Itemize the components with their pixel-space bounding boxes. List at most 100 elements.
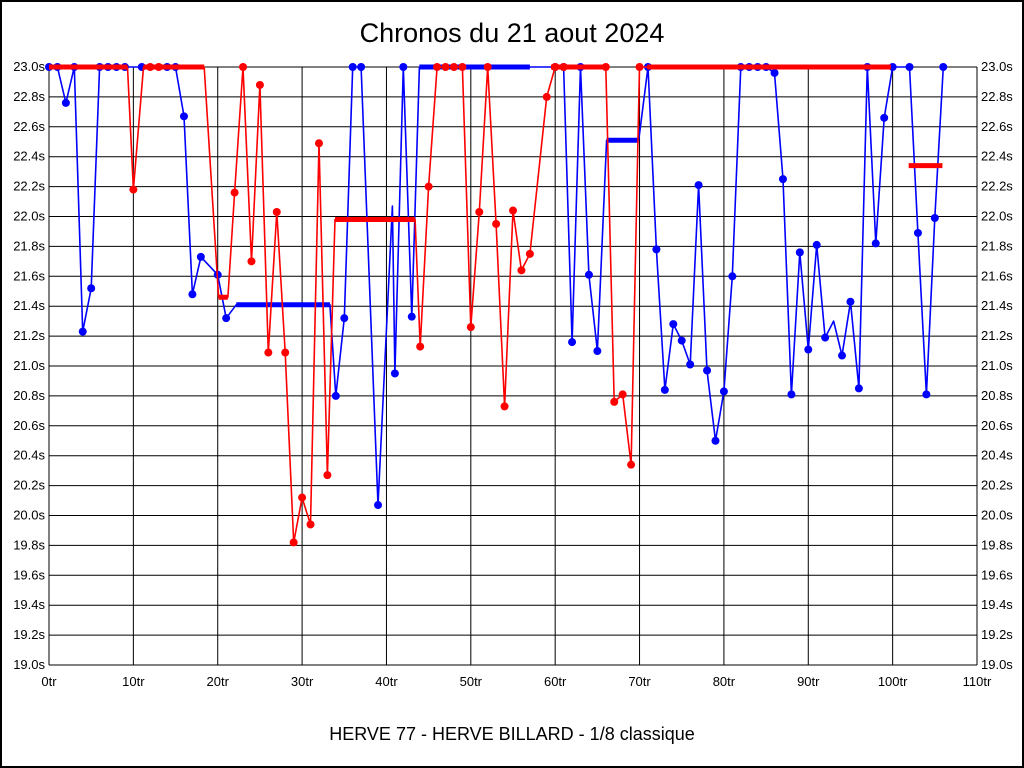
y-tick-label-right: 19.0s (981, 657, 1013, 672)
serie-bleue-data-point (61, 98, 70, 107)
x-tick-label: 80tr (713, 674, 736, 689)
serie-rouge-data-point (306, 520, 315, 529)
serie-bleue-data-point (787, 390, 796, 399)
y-tick-label-left: 23.0s (13, 59, 45, 74)
y-tick-label-left: 19.8s (13, 537, 45, 552)
serie-rouge-data-point (601, 63, 610, 71)
y-tick-label-left: 19.2s (13, 627, 45, 642)
y-tick-label-right: 20.4s (981, 448, 1013, 463)
serie-rouge-data-point (525, 249, 534, 258)
serie-rouge-data-point (635, 63, 644, 71)
serie-rouge-data-point (281, 348, 290, 357)
y-tick-label-right: 22.2s (981, 179, 1013, 194)
x-tick-label: 0tr (41, 674, 57, 689)
serie-rouge-data-point (517, 266, 526, 275)
serie-bleue-data-point (374, 501, 383, 510)
serie-bleue-data-point (838, 351, 847, 360)
y-tick-label-left: 19.6s (13, 567, 45, 582)
y-tick-label-left: 20.0s (13, 508, 45, 523)
serie-bleue-data-point (78, 327, 87, 336)
serie-bleue-data-point (728, 272, 737, 281)
serie-rouge-data-point (441, 63, 450, 71)
serie-bleue-data-point (770, 68, 779, 77)
y-tick-label-left: 21.0s (13, 358, 45, 373)
serie-rouge-data-point (314, 139, 323, 148)
serie-rouge-data-point (289, 538, 298, 547)
serie-bleue-data-point (871, 239, 880, 248)
serie-bleue-data-point (778, 175, 787, 184)
serie-bleue-data-point (87, 284, 96, 293)
y-tick-label-right: 22.8s (981, 89, 1013, 104)
serie-bleue-data-point (669, 320, 678, 329)
y-tick-label-left: 21.8s (13, 238, 45, 253)
serie-bleue-data-point (357, 63, 366, 71)
serie-rouge-data-point (433, 63, 442, 71)
serie-rouge-data-point (559, 63, 568, 71)
serie-rouge-data-point (323, 471, 332, 480)
serie-rouge-line (49, 66, 891, 544)
y-tick-label-left: 20.8s (13, 388, 45, 403)
serie-rouge-data-point (146, 63, 155, 71)
serie-bleue-data-point (584, 270, 593, 279)
serie-rouge-data-point (424, 182, 433, 191)
x-tick-label: 50tr (460, 674, 483, 689)
chart-title: Chronos du 21 aout 2024 (359, 18, 665, 48)
y-tick-label-left: 22.8s (13, 89, 45, 104)
y-tick-label-left: 20.2s (13, 478, 45, 493)
serie-rouge-data-point (272, 208, 281, 217)
y-tick-label-right: 19.2s (981, 627, 1013, 642)
serie-bleue-data-point (407, 312, 416, 321)
serie-rouge-data-point (298, 493, 307, 502)
serie-bleue-data-point (880, 113, 889, 122)
x-tick-label: 20tr (207, 674, 230, 689)
serie-bleue-data-point (568, 338, 577, 347)
serie-rouge-data-point (129, 185, 138, 194)
serie-rouge-data-point (627, 460, 636, 469)
y-tick-label-left: 19.4s (13, 597, 45, 612)
y-tick-label-left: 22.4s (13, 149, 45, 164)
y-tick-label-right: 21.2s (981, 328, 1013, 343)
serie-bleue-data-point (179, 112, 188, 121)
serie-bleue-data-point (686, 360, 695, 369)
serie-rouge-data-point (230, 188, 239, 197)
y-tick-label-right: 20.8s (981, 388, 1013, 403)
y-tick-label-left: 21.6s (13, 268, 45, 283)
y-tick-label-left: 20.6s (13, 418, 45, 433)
serie-rouge-data-point (618, 390, 627, 399)
x-tick-label: 60tr (544, 674, 567, 689)
serie-rouge-data-point (458, 63, 467, 71)
x-tick-label: 10tr (122, 674, 145, 689)
y-tick-label-right: 23.0s (981, 59, 1013, 74)
serie-bleue-data-point (399, 63, 408, 71)
serie-bleue-data-point (795, 248, 804, 257)
y-tick-label-right: 22.0s (981, 209, 1013, 224)
serie-bleue-data-point (711, 436, 720, 445)
y-tick-label-right: 19.8s (981, 537, 1013, 552)
serie-bleue-data-point (922, 390, 931, 399)
y-tick-label-left: 20.4s (13, 448, 45, 463)
serie-bleue-data-point (905, 63, 914, 71)
serie-bleue-data-point (854, 384, 863, 393)
serie-bleue-data-point (677, 336, 686, 345)
serie-rouge-data-point (492, 219, 501, 228)
serie-bleue-data-point (913, 228, 922, 237)
serie-bleue-data-point (390, 369, 399, 378)
serie-bleue-data-point (593, 347, 602, 356)
y-tick-label-left: 22.6s (13, 119, 45, 134)
y-tick-label-left: 22.2s (13, 179, 45, 194)
serie-bleue-data-point (812, 240, 821, 249)
serie-bleue-data-point (331, 391, 340, 400)
serie-bleue-data-point (340, 314, 349, 323)
serie-bleue-data-point (222, 314, 231, 323)
serie-rouge-data-point (239, 63, 248, 71)
serie-bleue-data-point (846, 297, 855, 306)
y-tick-label-right: 20.6s (981, 418, 1013, 433)
serie-rouge-data-point (551, 63, 560, 71)
serie-bleue-data-point (660, 385, 669, 394)
serie-rouge-data-point (509, 206, 517, 215)
y-tick-label-right: 19.4s (981, 597, 1013, 612)
x-tick-label: 70tr (628, 674, 651, 689)
x-tick-label: 30tr (291, 674, 314, 689)
serie-rouge-data-point (255, 80, 264, 89)
